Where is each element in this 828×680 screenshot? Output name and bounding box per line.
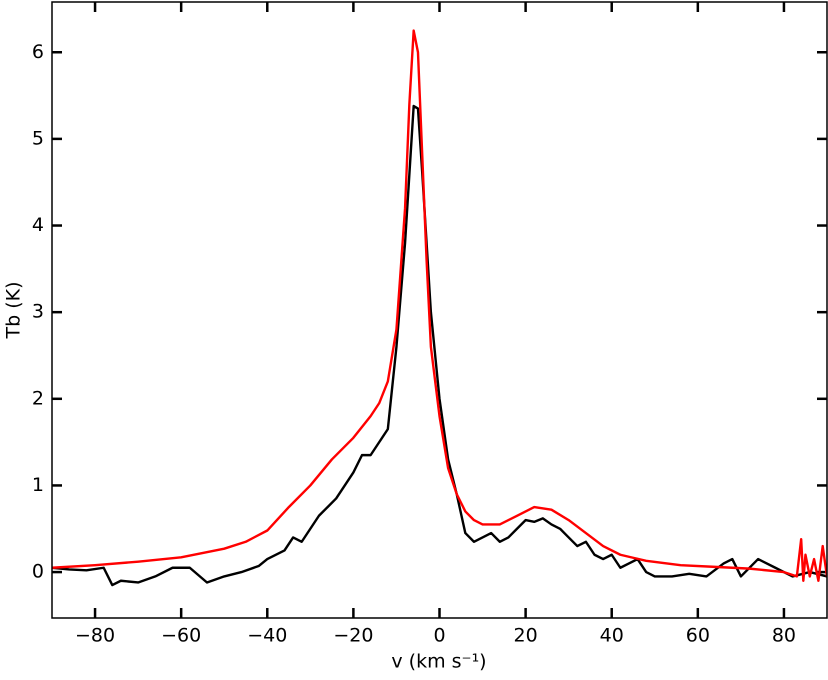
x-tick-label: −80	[75, 625, 115, 647]
line	[52, 29, 827, 582]
y-tick-label: 0	[32, 561, 44, 583]
x-tick-label: −20	[333, 625, 373, 647]
y-tick-label: 2	[32, 387, 44, 409]
x-tick-label: 0	[433, 625, 445, 647]
line	[52, 104, 827, 587]
y-tick-label: 3	[32, 301, 44, 323]
y-tick-label: 6	[32, 41, 44, 63]
plot-frame	[51, 1, 828, 619]
x-tick-label: 40	[600, 625, 624, 647]
x-tick-label: 20	[514, 625, 538, 647]
y-tick-label: 4	[32, 214, 44, 236]
x-axis-label: v (km s⁻¹)	[391, 651, 486, 673]
y-axis-label: Tb (K)	[3, 282, 25, 340]
y-tick-label: 5	[32, 127, 44, 149]
x-tick-label: 80	[772, 625, 796, 647]
x-tick-label: −40	[247, 625, 287, 647]
x-tick-label: 60	[686, 625, 710, 647]
x-tick-label: −60	[161, 625, 201, 647]
y-tick-label: 1	[32, 474, 44, 496]
